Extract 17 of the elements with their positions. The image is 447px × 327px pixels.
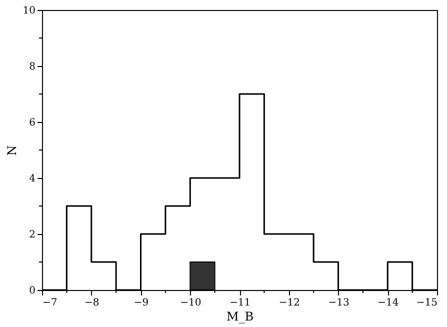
y-tick-label: 10 xyxy=(22,6,36,16)
x-axis-title: M_B xyxy=(226,310,254,324)
y-tick-label: 0 xyxy=(29,286,36,296)
x-tick-label: −9 xyxy=(134,298,149,308)
x-tick-label: −13 xyxy=(328,298,350,308)
x-tick-label: −7 xyxy=(42,298,58,308)
y-tick-label: 4 xyxy=(29,174,36,184)
x-tick-label: −14 xyxy=(378,298,399,308)
x-tick-label: −10 xyxy=(180,298,202,308)
y-tick-label: 8 xyxy=(29,62,36,72)
x-tick-label: −11 xyxy=(229,298,251,308)
x-tick-label: −15 xyxy=(416,298,438,308)
x-tick-label: −12 xyxy=(278,298,300,308)
y-tick-label: 6 xyxy=(29,118,36,128)
y-tick-label: 2 xyxy=(29,230,36,240)
y-axis-title: N xyxy=(4,145,19,156)
x-tick-label: −8 xyxy=(84,298,100,308)
